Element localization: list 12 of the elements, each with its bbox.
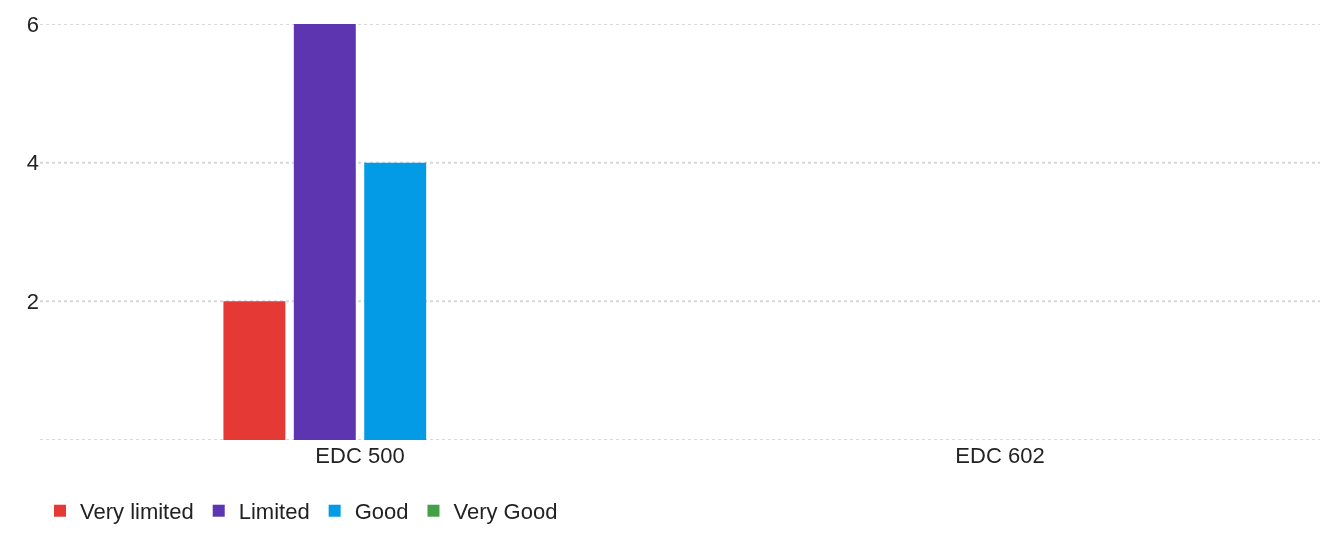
- bar: [223, 301, 286, 440]
- legend-label: Very Good: [453, 499, 558, 525]
- y-tick-label: 2: [26, 289, 39, 315]
- x-tick-label: EDC 602: [955, 443, 1045, 468]
- legend-label: Very limited: [80, 499, 194, 525]
- bar: [364, 162, 427, 440]
- legend-label: Good: [354, 499, 409, 525]
- y-tick-label: 6: [26, 11, 39, 37]
- bar: [293, 24, 356, 440]
- x-tick-label: EDC 500: [315, 443, 405, 468]
- y-tick-label: 4: [26, 150, 39, 176]
- legend-label: Limited: [238, 499, 310, 525]
